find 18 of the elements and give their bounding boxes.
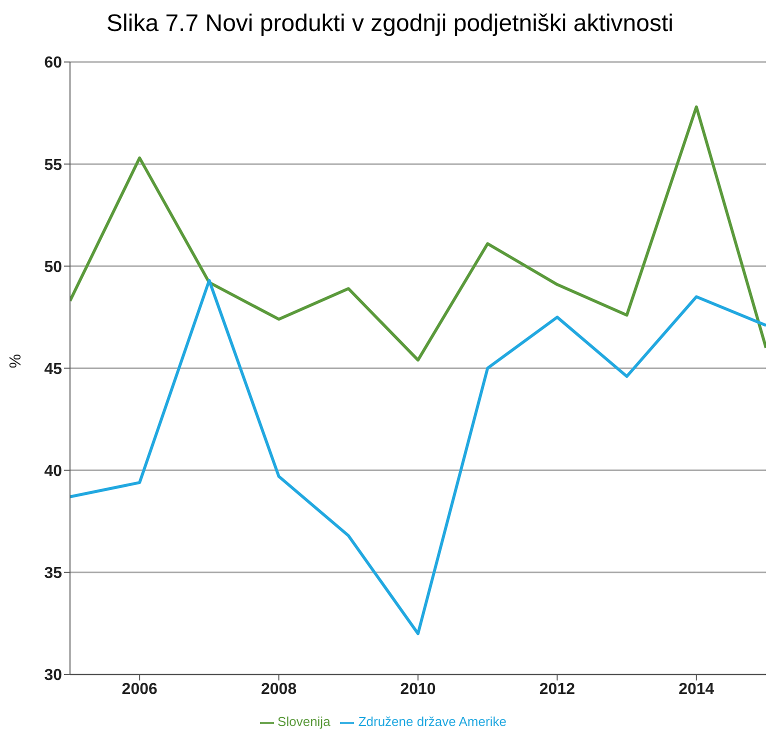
y-tick-label: 30 xyxy=(44,667,62,684)
line-series xyxy=(70,278,766,636)
legend-label: Združene države Amerike xyxy=(358,714,506,730)
x-tick-label: 2008 xyxy=(261,680,297,698)
line-series xyxy=(70,105,766,362)
y-tick-label: 60 xyxy=(44,54,62,72)
chart-title: Slika 7.7 Novi produkti v zgodnji podjetniški aktivnosti xyxy=(106,10,674,39)
y-axis-title: % xyxy=(8,354,25,368)
x-tick-label: 2006 xyxy=(122,680,158,698)
y-tick-label: 50 xyxy=(44,258,62,276)
y-tick-label: 55 xyxy=(44,156,62,174)
y-tick-label: 45 xyxy=(44,360,62,378)
y-tick-label: 35 xyxy=(44,565,62,582)
x-tick-label: 2010 xyxy=(400,680,436,698)
x-tick-label: 2014 xyxy=(678,680,714,698)
y-tick-label: 40 xyxy=(44,462,62,480)
x-tick-label: 2012 xyxy=(539,680,576,698)
legend-label: Slovenija xyxy=(278,714,330,730)
